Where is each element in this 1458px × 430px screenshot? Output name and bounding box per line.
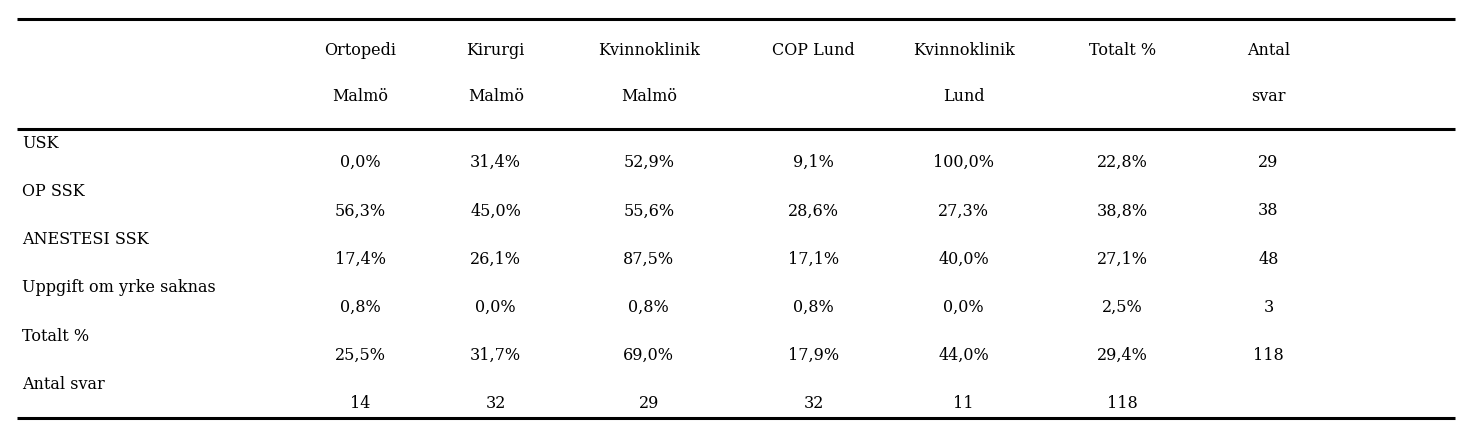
Text: Kirurgi: Kirurgi: [467, 42, 525, 58]
Text: 48: 48: [1258, 251, 1279, 267]
Text: 45,0%: 45,0%: [471, 203, 521, 219]
Text: 31,4%: 31,4%: [471, 154, 521, 171]
Text: 118: 118: [1252, 347, 1284, 364]
Text: 29: 29: [1258, 154, 1279, 171]
Text: 27,1%: 27,1%: [1098, 251, 1147, 267]
Text: 44,0%: 44,0%: [939, 347, 989, 364]
Text: Antal svar: Antal svar: [22, 376, 105, 393]
Text: 28,6%: 28,6%: [789, 203, 838, 219]
Text: Malmö: Malmö: [468, 88, 523, 104]
Text: 0,8%: 0,8%: [340, 299, 381, 316]
Text: COP Lund: COP Lund: [773, 42, 854, 58]
Text: 0,0%: 0,0%: [943, 299, 984, 316]
Text: 22,8%: 22,8%: [1098, 154, 1147, 171]
Text: 38,8%: 38,8%: [1096, 203, 1149, 219]
Text: 29: 29: [639, 395, 659, 412]
Text: 29,4%: 29,4%: [1098, 347, 1147, 364]
Text: 27,3%: 27,3%: [939, 203, 989, 219]
Text: 0,8%: 0,8%: [793, 299, 834, 316]
Text: Kvinnoklinik: Kvinnoklinik: [598, 42, 700, 58]
Text: 2,5%: 2,5%: [1102, 299, 1143, 316]
Text: 17,1%: 17,1%: [787, 251, 840, 267]
Text: Malmö: Malmö: [621, 88, 677, 104]
Text: Malmö: Malmö: [332, 88, 388, 104]
Text: 9,1%: 9,1%: [793, 154, 834, 171]
Text: 56,3%: 56,3%: [334, 203, 386, 219]
Text: 32: 32: [486, 395, 506, 412]
Text: 32: 32: [803, 395, 824, 412]
Text: 87,5%: 87,5%: [623, 251, 675, 267]
Text: Lund: Lund: [943, 88, 984, 104]
Text: 118: 118: [1107, 395, 1139, 412]
Text: 11: 11: [954, 395, 974, 412]
Text: 25,5%: 25,5%: [335, 347, 385, 364]
Text: 100,0%: 100,0%: [933, 154, 994, 171]
Text: Totalt %: Totalt %: [1089, 42, 1156, 58]
Text: 17,4%: 17,4%: [335, 251, 385, 267]
Text: 3: 3: [1263, 299, 1274, 316]
Text: Uppgift om yrke saknas: Uppgift om yrke saknas: [22, 280, 216, 296]
Text: OP SSK: OP SSK: [22, 183, 85, 200]
Text: 0,0%: 0,0%: [475, 299, 516, 316]
Text: 0,8%: 0,8%: [628, 299, 669, 316]
Text: Kvinnoklinik: Kvinnoklinik: [913, 42, 1015, 58]
Text: 38: 38: [1258, 203, 1279, 219]
Text: 40,0%: 40,0%: [939, 251, 989, 267]
Text: 55,6%: 55,6%: [623, 203, 675, 219]
Text: 26,1%: 26,1%: [471, 251, 521, 267]
Text: 17,9%: 17,9%: [787, 347, 840, 364]
Text: 52,9%: 52,9%: [624, 154, 674, 171]
Text: USK: USK: [22, 135, 58, 152]
Text: svar: svar: [1251, 88, 1286, 104]
Text: ANESTESI SSK: ANESTESI SSK: [22, 231, 149, 248]
Text: 69,0%: 69,0%: [624, 347, 674, 364]
Text: Ortopedi: Ortopedi: [324, 42, 397, 58]
Text: 14: 14: [350, 395, 370, 412]
Text: 31,7%: 31,7%: [469, 347, 522, 364]
Text: Totalt %: Totalt %: [22, 328, 89, 344]
Text: 0,0%: 0,0%: [340, 154, 381, 171]
Text: Antal: Antal: [1247, 42, 1290, 58]
